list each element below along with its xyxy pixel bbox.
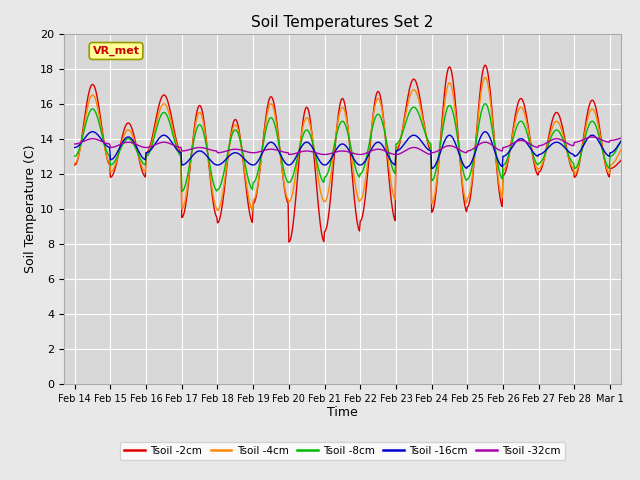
Text: VR_met: VR_met xyxy=(93,46,140,56)
Y-axis label: Soil Temperature (C): Soil Temperature (C) xyxy=(24,144,37,273)
X-axis label: Time: Time xyxy=(327,407,358,420)
Title: Soil Temperatures Set 2: Soil Temperatures Set 2 xyxy=(252,15,433,30)
Legend: Tsoil -2cm, Tsoil -4cm, Tsoil -8cm, Tsoil -16cm, Tsoil -32cm: Tsoil -2cm, Tsoil -4cm, Tsoil -8cm, Tsoi… xyxy=(120,442,564,460)
